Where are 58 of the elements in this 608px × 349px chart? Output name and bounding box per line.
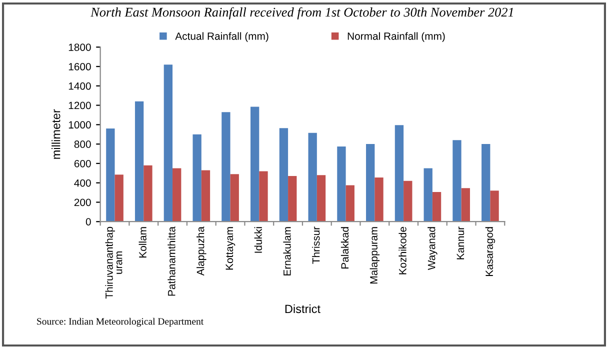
y-tick-label: 200 [74,198,91,206]
bar [452,140,462,222]
bar [374,178,384,222]
y-tick-label: 1200 [68,102,91,110]
x-tick-label: Kollam [138,227,146,258]
y-tick-label: 0 [86,218,91,226]
bar [106,128,115,222]
bar [366,144,375,222]
bar [192,134,202,222]
y-tick-label: 800 [74,140,91,148]
x-tick-label: Kozhikode [398,226,406,274]
x-tick-label: Malappuram [370,227,380,284]
x-tick-label: Palakkad [340,227,349,268]
source-note: Source: Indian Meteorological Department [37,318,204,327]
bar [424,168,432,222]
bar [337,146,346,222]
bar [394,125,404,222]
legend-label: Actual Rainfall (mm) [175,32,268,42]
y-tick-label: 1400 [68,82,91,90]
x-tick-label: Alappuzha [196,226,206,276]
bar [144,165,152,222]
x-tick-label: Kasaragod [485,227,496,276]
bar [201,170,210,222]
y-tick-label: 1800 [68,44,91,51]
bar [432,192,442,222]
bar [230,174,239,222]
legend-label: Normal Rainfall (mm) [348,32,445,42]
bar [250,106,260,222]
x-tick-label: Kannur [456,226,464,260]
x-tick-label: Idukki [254,227,262,253]
bar [134,101,144,222]
bar [288,176,297,222]
bar [461,188,470,222]
y-tick-label: 1000 [68,121,91,129]
chart-title: North East Monsoon Rainfall received from 1st October to 30th November 2021 [90,7,513,20]
y-axis-title: millimeter [52,109,60,159]
bar [490,190,499,222]
bar [346,185,354,222]
x-axis-title: District [285,304,320,314]
y-tick-label: 1600 [68,63,91,70]
bar [316,175,326,222]
y-tick-label: 400 [74,179,91,187]
bar [279,128,288,222]
bar [482,144,490,222]
x-tick-label: Wayanad [428,227,438,270]
bar [404,180,412,222]
bar [164,64,173,222]
bar [308,132,317,222]
x-tick-label: Thiruvananthap uram [105,226,122,299]
y-tick-label: 600 [74,160,91,168]
bar [114,174,124,222]
x-tick-label: Kottayam [226,227,236,270]
bar [222,112,230,222]
bar [259,171,268,222]
x-tick-label: Thrissur [312,226,320,264]
bar [172,168,182,222]
x-tick-label: Pathanamthitta [168,226,176,296]
x-tick-label: Ernakulam [283,227,291,276]
